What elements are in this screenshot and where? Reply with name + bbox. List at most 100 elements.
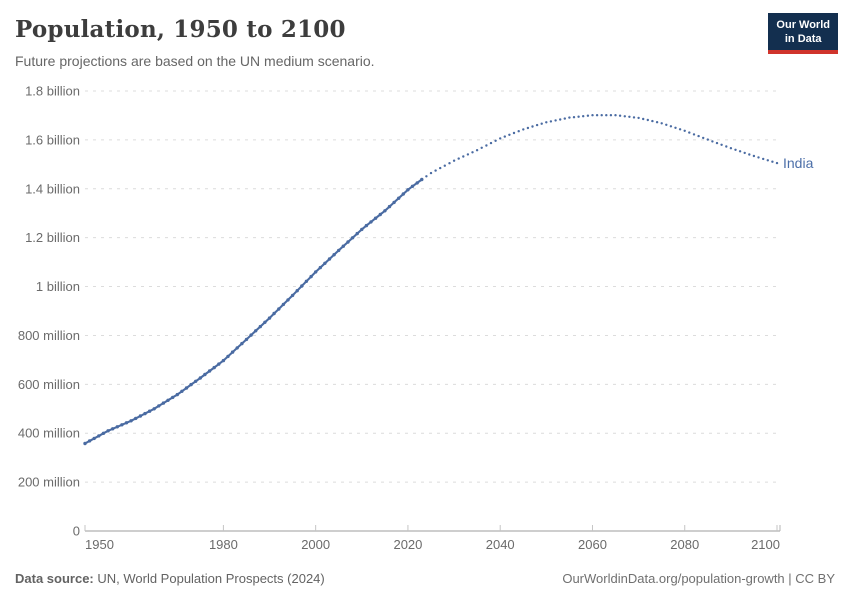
projection-dot [609,114,613,117]
series-point [101,431,106,435]
series-point [175,392,179,397]
series-point [147,409,152,413]
projection-dot [466,153,470,156]
projection-dot [771,160,774,163]
series-point [364,223,369,228]
series-point [290,293,295,298]
page-title: Population, 1950 to 2100 [15,16,346,43]
series-point [120,423,124,427]
projection-dot [508,133,511,136]
y-axis-tick-label: 200 million [18,475,80,490]
projection-dot [517,130,520,133]
series-point [166,398,170,402]
series-point [420,177,424,182]
projection-dot [526,126,530,130]
series-point [263,320,267,324]
projection-dot [743,151,746,155]
entity-label: India [783,155,814,171]
y-axis-tick-label: 800 million [18,328,80,343]
series-point [378,212,382,217]
footer-link[interactable]: OurWorldinData.org/population-growth | C… [562,571,835,586]
series-point [184,386,189,390]
series-point [111,427,115,431]
y-axis-tick-label: 1.6 billion [25,132,80,147]
projection-dot [720,143,723,146]
series-point [249,333,253,337]
projection-dot [471,151,474,154]
x-axis-tick-label: 1950 [85,537,114,552]
owid-logo-line2: in Data [784,33,822,46]
x-axis-tick-label: 1980 [209,537,238,552]
projection-dot [429,171,433,175]
series-point [161,401,166,405]
projection-dot [439,166,442,170]
series-point [152,407,156,411]
projection-dot [642,117,645,121]
series-point [277,307,281,311]
x-axis-tick-label: 2040 [486,537,515,552]
projection-dot [531,125,534,128]
series-point [124,421,129,425]
projection-dot [715,141,719,145]
projection-dot [494,139,497,142]
series-point [355,231,359,236]
series-point [295,289,299,293]
series-point [92,436,96,441]
series-point [143,411,147,416]
projection-dot [711,140,714,143]
projection-dot [605,114,608,117]
projection-dot [545,121,548,124]
projection-dot [706,138,709,141]
y-axis-tick-label: 0 [73,524,80,539]
owid-logo[interactable]: Our World in Data [768,13,838,54]
series-point [332,253,336,257]
series-point [327,257,332,261]
projection-dot [475,149,479,152]
series-point [323,261,327,265]
x-axis-tick-label: 2060 [578,537,607,552]
projection-dot [669,125,673,128]
projection-dot [660,122,663,125]
projection-dot [614,114,617,117]
projection-dot [632,116,636,119]
projection-dot [646,118,649,122]
projection-dot [591,114,594,117]
x-axis-tick-label: 2000 [301,537,330,552]
x-axis-tick-label: 2100 [751,537,780,552]
series-point [272,311,276,316]
series-point [346,240,350,244]
series-point [286,298,290,302]
series-point [258,324,262,329]
projection-dot [766,159,769,162]
series-point [410,184,415,188]
series-point [369,220,373,224]
projection-dot [563,117,566,120]
projection-dot [678,128,682,131]
projection-dot [522,128,525,131]
series-point [392,200,396,205]
x-axis-tick-label: 2020 [393,537,422,552]
series-point [337,248,341,253]
y-axis-tick-label: 400 million [18,426,80,441]
projection-dot [692,133,696,136]
owid-logo-line1: Our World [776,19,830,31]
projection-dot [683,129,686,132]
projection-dot [651,119,654,123]
projection-dot [628,115,631,119]
series-point [397,196,401,200]
projection-dot [535,123,539,127]
x-axis-tick-label: 2080 [670,537,699,552]
series-point [189,382,193,387]
projection-dot [665,123,668,127]
data-source-text: UN, World Population Prospects (2024) [93,571,325,586]
series-point [198,376,202,380]
series-point [203,372,207,377]
series-point [341,244,345,248]
projection-dot [748,153,751,156]
projection-dot [577,115,580,118]
y-axis-tick-label: 1.2 billion [25,230,80,245]
projection-dot [512,131,516,135]
series-point [157,404,161,408]
